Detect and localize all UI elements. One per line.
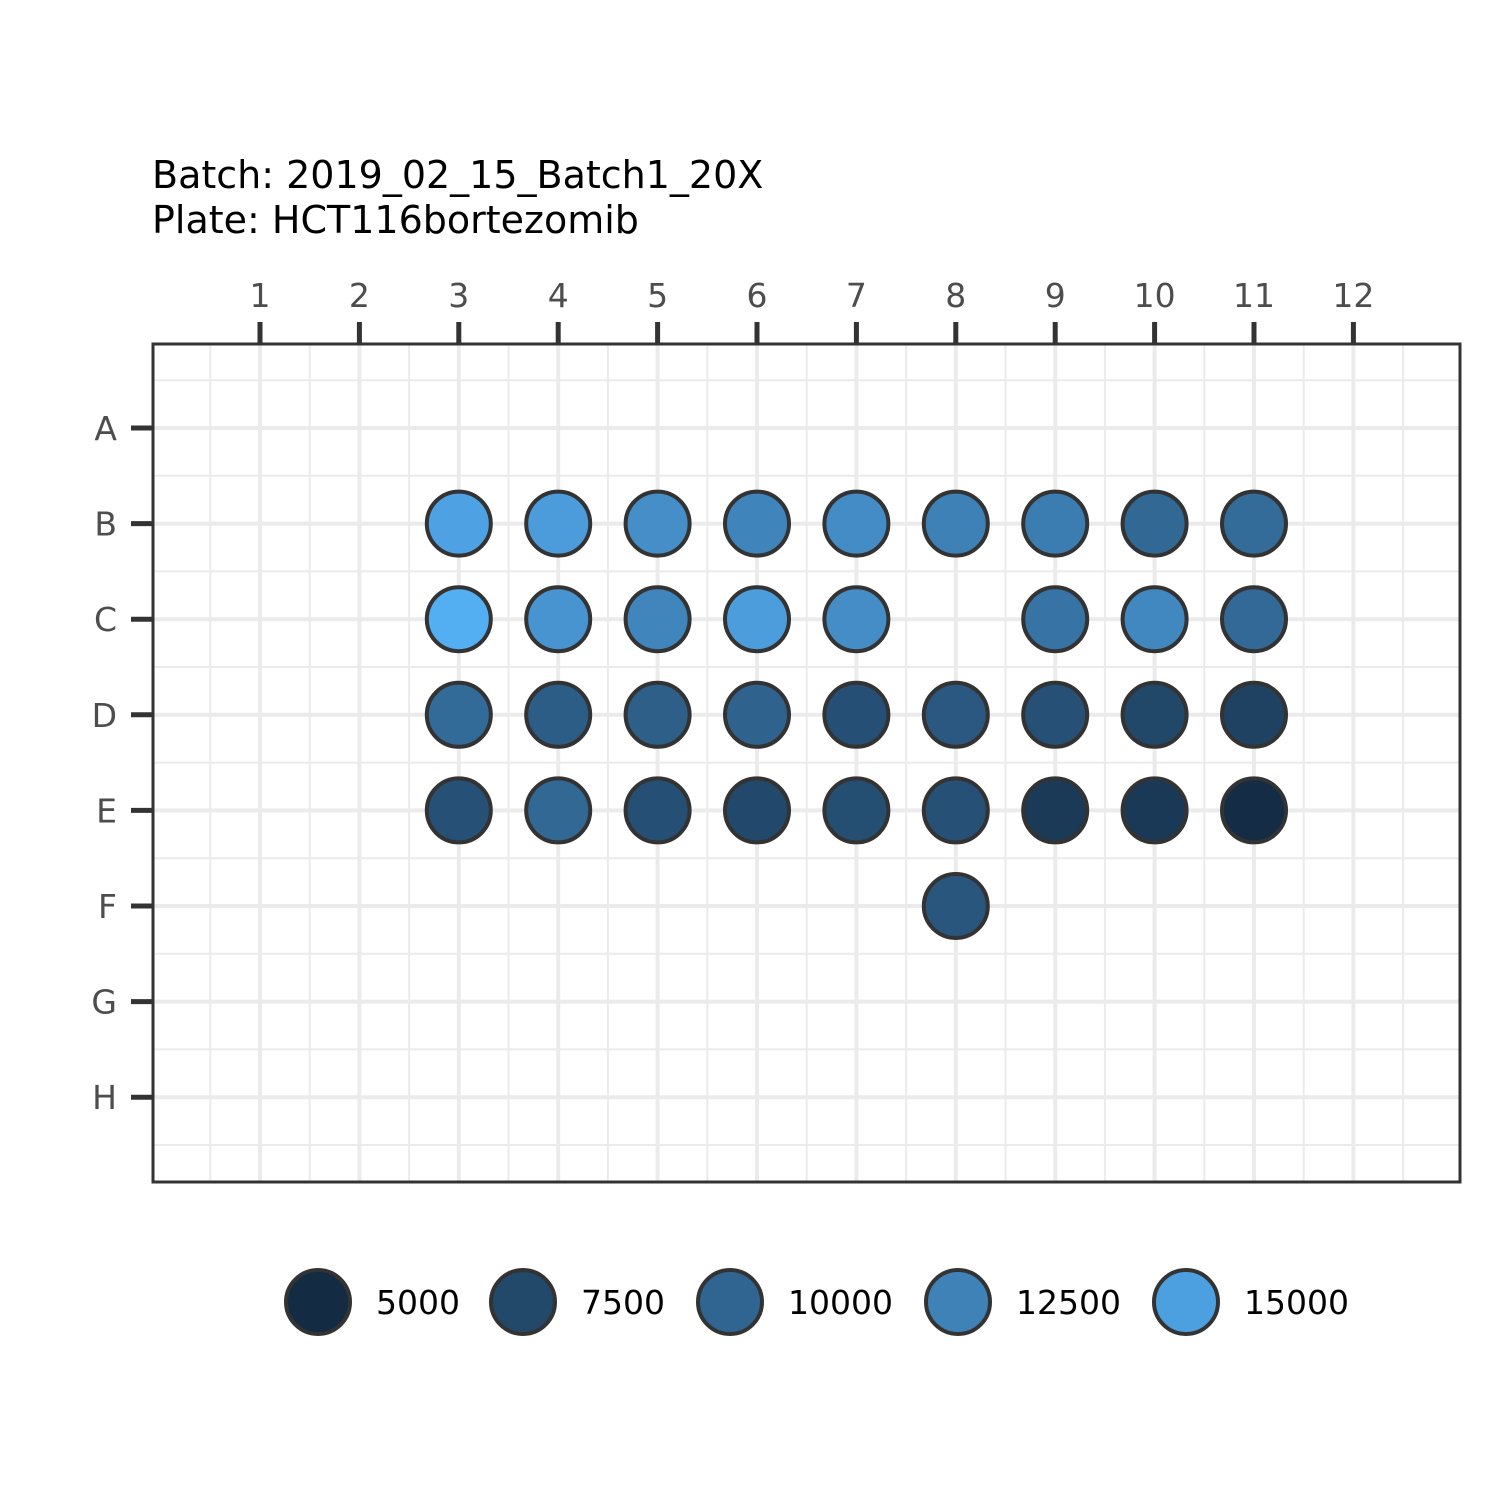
legend-label: 15000 bbox=[1244, 1283, 1349, 1322]
well-C4 bbox=[524, 585, 593, 654]
well-E4 bbox=[524, 776, 593, 845]
legend-key bbox=[489, 1268, 557, 1336]
well-E5 bbox=[623, 776, 692, 845]
legend: 5000 7500 10000 12500 15000 bbox=[284, 1268, 1349, 1336]
well-F8 bbox=[921, 872, 990, 940]
well-B11 bbox=[1220, 489, 1288, 558]
y-tick-label: D bbox=[92, 696, 117, 735]
well-C5 bbox=[623, 585, 692, 654]
y-axis-left: A B C D E F G H bbox=[91, 409, 153, 1117]
well-D7 bbox=[822, 680, 891, 749]
x-tick-label: 8 bbox=[945, 276, 966, 315]
well-B7 bbox=[822, 489, 891, 558]
well-D3 bbox=[424, 680, 493, 749]
well-D9 bbox=[1021, 680, 1090, 749]
legend-label: 7500 bbox=[581, 1283, 665, 1322]
y-tick-label: B bbox=[94, 505, 117, 544]
well-D6 bbox=[723, 680, 791, 749]
y-tick-label: H bbox=[92, 1078, 117, 1117]
x-tick-label: 9 bbox=[1045, 276, 1066, 315]
y-tick-label: F bbox=[98, 887, 117, 926]
well-E3 bbox=[424, 776, 493, 845]
well-D10 bbox=[1120, 680, 1189, 749]
x-tick-label: 12 bbox=[1332, 276, 1374, 315]
x-tick-label: 10 bbox=[1134, 276, 1176, 315]
well-E9 bbox=[1021, 776, 1090, 845]
x-tick-label: 7 bbox=[846, 276, 867, 315]
well-E10 bbox=[1120, 776, 1189, 845]
well-C3 bbox=[424, 585, 493, 654]
well-E8 bbox=[921, 776, 990, 845]
y-tick-label: C bbox=[94, 600, 117, 639]
well-E7 bbox=[822, 776, 891, 845]
well-C6 bbox=[723, 585, 791, 654]
well-B3 bbox=[424, 489, 493, 558]
well-C9 bbox=[1021, 585, 1090, 654]
well-B10 bbox=[1120, 489, 1189, 558]
well-C7 bbox=[822, 585, 891, 654]
legend-key bbox=[1152, 1268, 1220, 1336]
chart-title-batch: Batch: 2019_02_15_Batch1_20X bbox=[152, 153, 763, 197]
well-D8 bbox=[921, 680, 990, 749]
x-tick-label: 4 bbox=[548, 276, 569, 315]
x-tick-label: 11 bbox=[1233, 276, 1275, 315]
chart-title-plate: Plate: HCT116bortezomib bbox=[152, 198, 639, 242]
y-tick-label: A bbox=[94, 409, 117, 448]
plot-panel-border bbox=[151, 342, 1462, 1184]
x-tick-label: 1 bbox=[250, 276, 271, 315]
x-tick-label: 2 bbox=[349, 276, 370, 315]
well-E6 bbox=[723, 776, 791, 845]
legend-label: 10000 bbox=[788, 1283, 893, 1322]
legend-label: 5000 bbox=[376, 1283, 460, 1322]
x-tick-label: 5 bbox=[647, 276, 668, 315]
well-D5 bbox=[623, 680, 692, 749]
well-B4 bbox=[524, 489, 593, 558]
legend-key bbox=[284, 1268, 352, 1336]
well-B8 bbox=[921, 489, 990, 558]
well-C11 bbox=[1220, 585, 1288, 654]
wells bbox=[424, 489, 1288, 940]
well-D4 bbox=[524, 680, 593, 749]
y-tick-label: G bbox=[91, 983, 117, 1022]
legend-label: 12500 bbox=[1016, 1283, 1121, 1322]
well-B6 bbox=[723, 489, 791, 558]
well-B5 bbox=[623, 489, 692, 558]
well-B9 bbox=[1021, 489, 1090, 558]
well-C10 bbox=[1120, 585, 1189, 654]
x-tick-label: 6 bbox=[747, 276, 768, 315]
legend-key bbox=[696, 1268, 764, 1336]
x-tick-label: 3 bbox=[448, 276, 469, 315]
y-tick-label: E bbox=[96, 791, 117, 830]
legend-key bbox=[924, 1268, 992, 1336]
well-E11 bbox=[1220, 776, 1288, 845]
well-D11 bbox=[1220, 680, 1288, 749]
x-axis-top: 1 2 3 4 5 6 7 8 9 10 11 12 bbox=[250, 276, 1374, 344]
